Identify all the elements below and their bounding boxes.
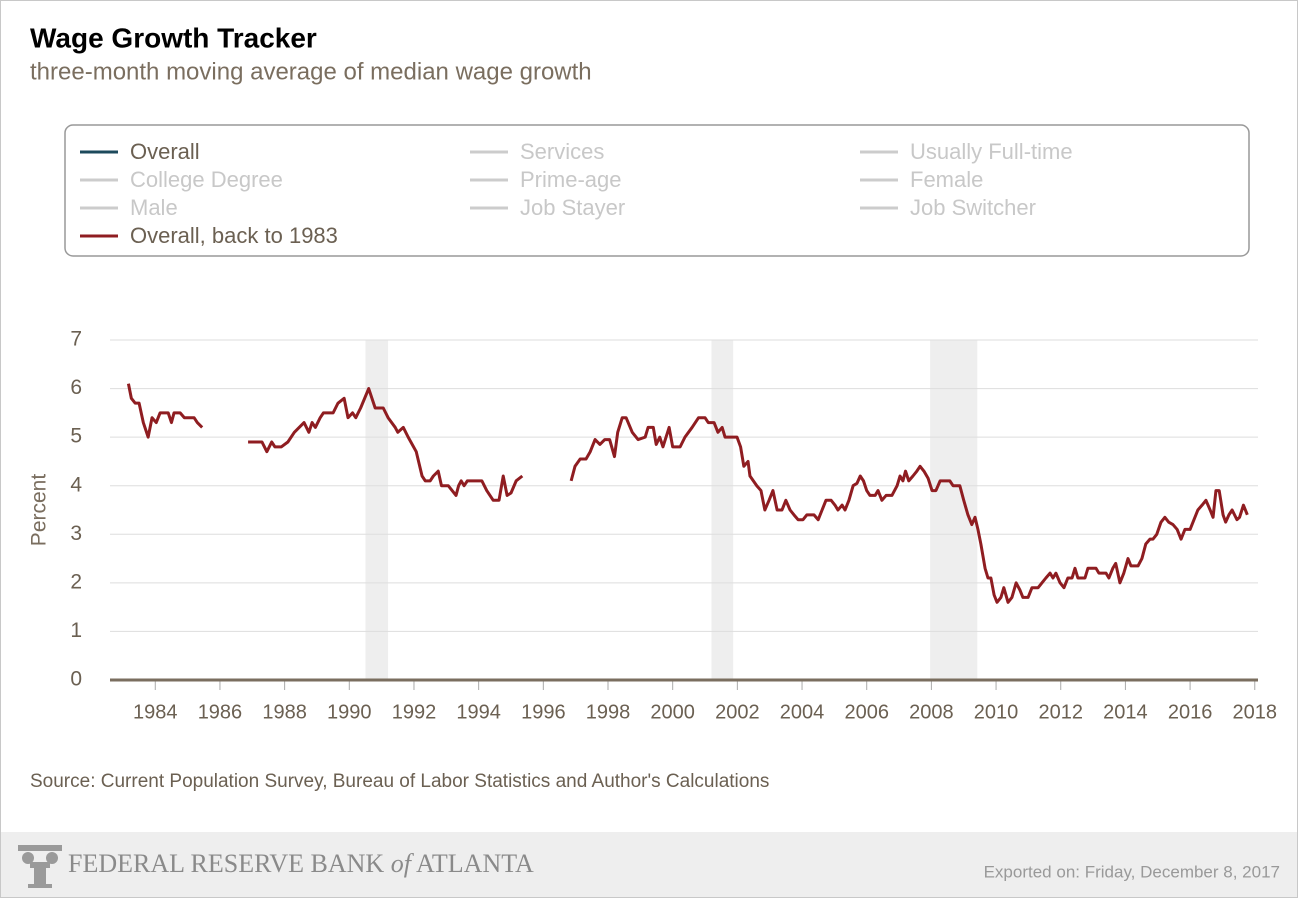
x-tick-label: 2010 (974, 701, 1019, 723)
x-tick-label: 2002 (715, 701, 760, 723)
series-line (569, 416, 1249, 604)
x-tick-label: 2018 (1233, 701, 1278, 723)
x-tick-label: 1988 (262, 701, 307, 723)
x-tick-label: 2004 (780, 701, 825, 723)
series-line (248, 387, 524, 502)
x-tick-label: 1998 (586, 701, 631, 723)
legend-label: Female (910, 167, 983, 192)
exported: Exported on: Friday, December 8, 2017 (984, 862, 1280, 881)
x-tick-label: 1986 (198, 701, 243, 723)
legend-box (64, 124, 1250, 257)
recession-band (365, 340, 389, 680)
y-tick-label: 4 (70, 473, 82, 496)
legend-label: Job Stayer (520, 195, 625, 220)
legend-label: Prime-age (520, 167, 621, 192)
x-tick-label: 2000 (650, 701, 695, 723)
chart-subtitle: three-month moving average of median wag… (30, 58, 592, 85)
x-tick-label: 1992 (392, 701, 437, 723)
logo-city: ATLANTA (416, 849, 534, 878)
x-tick-label: 2012 (1038, 701, 1083, 723)
recession-band (711, 340, 734, 680)
logo-bank: FEDERAL RESERVE BANK (68, 849, 384, 878)
series-line (126, 383, 204, 439)
logo-icon (18, 845, 62, 888)
y-tick-label: 3 (70, 522, 82, 545)
legend-label: College Degree (130, 167, 283, 192)
logo-of: of (391, 849, 415, 878)
legend-label: Overall (130, 139, 200, 164)
plot: 0 1 2 3 4 5 6 7 1984 1986 1988 1990 1992 1994 1996 1998… (70, 328, 1277, 724)
y-tick-label: 7 (70, 328, 82, 351)
x-tick-label: 2008 (909, 701, 954, 723)
y-tick-label: 0 (70, 668, 82, 691)
y-tick-label: 6 (70, 376, 82, 399)
source: Source: Current Population Survey, Burea… (30, 771, 769, 792)
footer-band (1, 832, 1297, 897)
logo-text: FEDERAL RESERVE BANK of ATLANTA (68, 849, 534, 878)
x-tick-label: 1994 (456, 701, 501, 723)
y-axis-label: Percent (28, 474, 51, 547)
x-tick-label: 2014 (1103, 701, 1148, 723)
chart-title: Wage Growth Tracker (30, 22, 317, 53)
recession-band (930, 340, 978, 680)
legend-label: Male (130, 195, 178, 220)
y-tick-label: 1 (70, 619, 82, 642)
legend-label: Usually Full-time (910, 139, 1073, 164)
legend-label: Services (520, 139, 604, 164)
x-tick-label: 2016 (1168, 701, 1213, 723)
y-tick-label: 2 (70, 570, 82, 593)
x-tick-label: 2006 (844, 701, 889, 723)
legend-label: Overall, back to 1983 (130, 223, 338, 248)
x-tick-label: 1990 (327, 701, 372, 723)
y-tick-label: 5 (70, 425, 82, 448)
x-tick-label: 1984 (133, 701, 178, 723)
legend-label: Job Switcher (910, 195, 1036, 220)
x-tick-label: 1996 (521, 701, 566, 723)
